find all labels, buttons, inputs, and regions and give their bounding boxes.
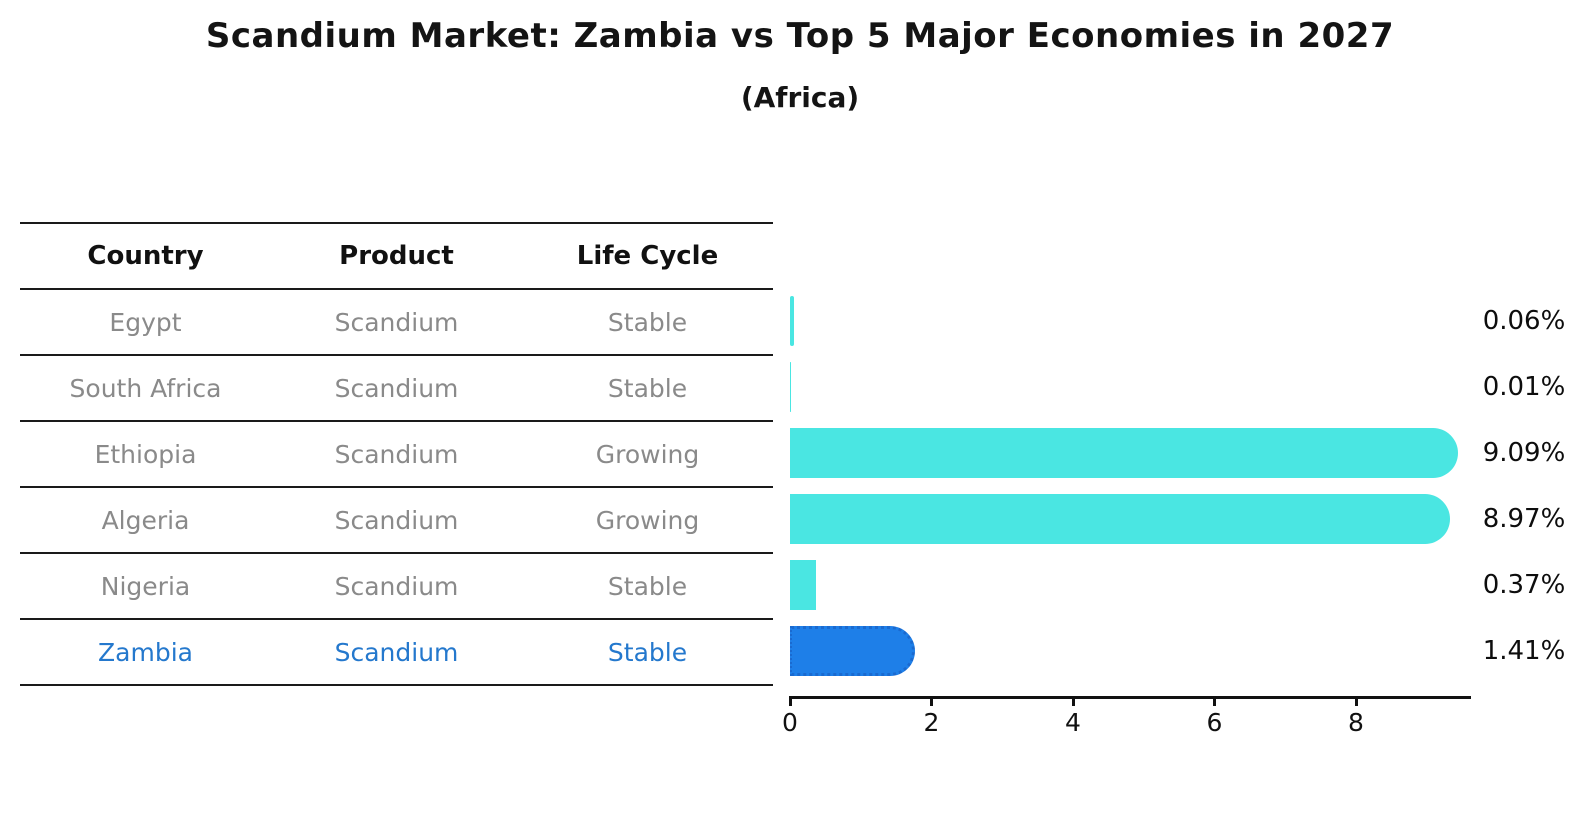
bar-algeria: [790, 494, 1450, 544]
x-axis-tick: [1354, 696, 1358, 706]
x-axis-tick: [1071, 696, 1075, 706]
value-label-south-africa: 0.01%: [1482, 372, 1566, 402]
chart-title: Scandium Market: Zambia vs Top 5 Major E…: [205, 16, 1395, 56]
x-axis-tick-label: 6: [1206, 708, 1223, 737]
cell-product: Scandium: [271, 552, 522, 619]
cell-product: Scandium: [271, 354, 522, 421]
cell-country: Ethiopia: [20, 420, 271, 487]
bar-egypt: [790, 296, 795, 346]
value-label-egypt: 0.06%: [1482, 306, 1566, 336]
cell-life-cycle: Stable: [522, 552, 773, 619]
table-row: Egypt Scandium Stable: [20, 288, 773, 355]
x-axis-tick-label: 2: [923, 708, 940, 737]
cell-country: South Africa: [20, 354, 271, 421]
cell-country: Egypt: [20, 288, 271, 355]
table-header-row: Country Product Life Cycle: [20, 222, 773, 289]
bar-row-zambia: [790, 618, 1470, 684]
cell-life-cycle: Stable: [522, 354, 773, 421]
bar-plot-area: [790, 288, 1470, 684]
bar-row-egypt: [790, 288, 1470, 354]
value-label-nigeria: 0.37%: [1482, 570, 1566, 600]
cell-product: Scandium: [271, 486, 522, 553]
bar-row-algeria: [790, 486, 1470, 552]
bar-row-ethiopia: [790, 420, 1470, 486]
table-row: Nigeria Scandium Stable: [20, 552, 773, 619]
value-label-algeria: 8.97%: [1482, 504, 1566, 534]
x-axis-tick: [930, 696, 933, 706]
table-row-zambia-highlight: Zambia Scandium Stable: [20, 618, 773, 686]
column-header-life-cycle: Life Cycle: [522, 222, 773, 289]
cell-product: Scandium: [271, 618, 522, 686]
value-label-ethiopia: 9.09%: [1482, 438, 1566, 468]
cell-life-cycle: Growing: [522, 420, 773, 487]
x-axis-tick-label: 4: [1065, 708, 1081, 737]
table-row: Ethiopia Scandium Growing: [20, 420, 773, 487]
cell-life-cycle: Growing: [522, 486, 773, 553]
cell-country: Nigeria: [20, 552, 271, 619]
chart-subtitle: (Africa): [740, 81, 860, 114]
bar-south-africa: [790, 362, 791, 412]
cell-product: Scandium: [271, 420, 522, 487]
column-header-country: Country: [20, 222, 271, 289]
table-row: South Africa Scandium Stable: [20, 354, 773, 421]
bar-row-nigeria: [790, 552, 1470, 618]
highlight-bar-zambia: [790, 626, 915, 676]
bar-row-south-africa: [790, 354, 1470, 420]
table-row: Algeria Scandium Growing: [20, 486, 773, 553]
bar-nigeria: [790, 560, 817, 610]
x-axis-tick: [788, 696, 792, 706]
country-table: Country Product Life Cycle Egypt Scandiu…: [20, 222, 773, 686]
bar-ethiopia: [790, 428, 1459, 478]
cell-country: Zambia: [20, 618, 271, 686]
x-axis-tick-label: 8: [1348, 708, 1364, 737]
value-label-zambia: 1.41%: [1482, 636, 1566, 666]
cell-product: Scandium: [271, 288, 522, 355]
column-header-product: Product: [271, 222, 522, 289]
cell-country: Algeria: [20, 486, 271, 553]
cell-life-cycle: Stable: [522, 288, 773, 355]
x-axis-tick: [1213, 696, 1216, 706]
x-axis-tick-label: 0: [782, 708, 798, 737]
cell-life-cycle: Stable: [522, 618, 773, 686]
x-axis-line: [790, 696, 1471, 699]
